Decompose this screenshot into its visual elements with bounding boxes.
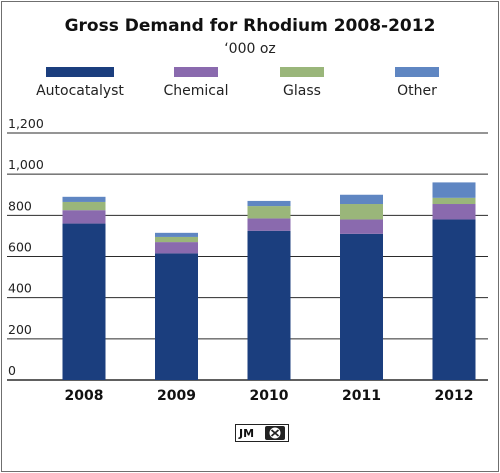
bar-2011-other: [340, 194, 383, 205]
y-tick-label: 1,000: [8, 157, 44, 172]
legend-swatch-autocatalyst: [46, 67, 114, 77]
x-tick-label-2010: 2010: [250, 388, 289, 404]
bar-2010-glass: [247, 206, 291, 219]
legend-label-chemical: Chemical: [163, 83, 229, 99]
bar-2012-other: [432, 182, 476, 198]
bar-2010-autocatalyst: [247, 230, 291, 380]
johnson-matthey-seal-icon: [265, 426, 285, 440]
legend-swatch-other: [395, 67, 439, 77]
x-tick-label-2008: 2008: [65, 388, 104, 404]
bar-2011-chemical: [340, 219, 383, 234]
y-tick-label: 1,200: [8, 116, 44, 131]
bar-2008-other: [62, 196, 106, 202]
legend-label-autocatalyst: Autocatalyst: [36, 83, 124, 99]
bar-2011-autocatalyst: [340, 233, 383, 380]
legend-swatch-chemical: [174, 67, 218, 77]
y-tick-label: 400: [8, 281, 32, 296]
bar-2012-autocatalyst: [432, 219, 476, 380]
logo-text: JM: [239, 426, 255, 440]
y-tick-label: 0: [8, 363, 16, 378]
chart-title: Gross Demand for Rhodium 2008-2012: [64, 16, 436, 36]
chart-subtitle: ‘000 oz: [224, 41, 276, 57]
legend-swatch-glass: [280, 67, 324, 77]
bar-2010-other: [247, 200, 291, 207]
bar-2009-glass: [155, 236, 198, 243]
y-tick-label: 800: [8, 198, 32, 213]
bar-2009-chemical: [155, 242, 198, 254]
legend-label-other: Other: [397, 83, 437, 99]
bar-2011-glass: [340, 204, 383, 220]
bar-2009-autocatalyst: [155, 253, 198, 380]
bar-2009-other: [155, 232, 198, 237]
y-tick-label: 600: [8, 240, 32, 255]
bar-2012-glass: [432, 197, 476, 205]
bar-2008-glass: [62, 201, 106, 211]
x-tick-label-2011: 2011: [342, 388, 381, 404]
bar-2008-autocatalyst: [62, 223, 106, 380]
jm-logo: JM: [235, 424, 289, 442]
legend-label-glass: Glass: [283, 83, 321, 99]
bar-2008-chemical: [62, 210, 106, 224]
bar-2010-chemical: [247, 218, 291, 231]
bar-2012-chemical: [432, 204, 476, 220]
y-tick-label: 200: [8, 322, 32, 337]
x-tick-label-2009: 2009: [157, 388, 196, 404]
x-tick-label-2012: 2012: [435, 388, 474, 404]
